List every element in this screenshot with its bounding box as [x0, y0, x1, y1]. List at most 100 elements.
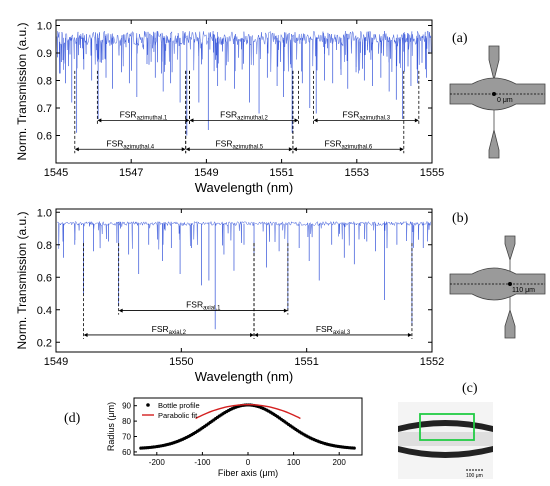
chart-d: -200 -100 0 100 200 60 70 80 90 Fiber axis (μm) Ra… [106, 397, 363, 478]
fsr-arrowhead [254, 332, 259, 337]
y-tick-label: 1.0 [37, 21, 52, 33]
y-tick-label: 1.0 [37, 207, 52, 219]
x-tick-label: 0 [246, 458, 251, 467]
fsr-arrowhead [185, 147, 190, 152]
x-axis-label: Wavelength (nm) [195, 180, 294, 195]
position-label-b: 110 μm [512, 287, 535, 294]
fsr-arrowhead [283, 308, 288, 313]
fsr-label-main: FSR [120, 109, 137, 119]
x-tick-label: 100 [287, 458, 301, 467]
schematic-a: 0 μm [449, 45, 546, 159]
profile-point [352, 446, 356, 450]
spectrum-trace [56, 30, 432, 74]
fsr-label: FSRazimuthal,5 [215, 138, 263, 150]
x-tick-label: 1552 [420, 356, 444, 368]
fsr-arrowhead [118, 308, 123, 313]
fsr-label-sub: axial,1 [203, 306, 221, 312]
x-tick-label: 200 [333, 458, 347, 467]
x-tick-label: 1549 [44, 356, 68, 368]
x-tick-label: -100 [194, 458, 211, 467]
y-tick-label: 0.8 [37, 76, 52, 88]
y-tick-label: 90 [122, 402, 131, 411]
fsr-arrowhead [74, 147, 79, 152]
legend-label: Parabolic fit [158, 411, 198, 420]
panel-label-a: (a) [452, 31, 468, 46]
fsr-label-main: FSR [215, 138, 232, 148]
x-tick-label: 1553 [345, 167, 369, 179]
x-tick-label: 1549 [194, 167, 218, 179]
fsr-label-main: FSR [342, 109, 359, 119]
plot-frame [55, 19, 433, 164]
panel-label-b: (b) [452, 211, 469, 226]
fsr-arrowhead [185, 118, 190, 123]
fiber-lower-edge [398, 446, 493, 458]
fsr-label: FSRazimuthal,1 [120, 109, 168, 121]
legend-marker-dots [146, 403, 150, 407]
fsr-label-main: FSR [316, 324, 333, 334]
x-tick-label: 1555 [420, 167, 444, 179]
fsr-label: FSRazimuthal,6 [324, 138, 372, 150]
fiber-upper-edge [398, 420, 493, 432]
spectrum-trace [56, 220, 432, 250]
x-tick-label: 1547 [119, 167, 143, 179]
fsr-label-main: FSR [186, 300, 203, 310]
fsr-label-sub: axial,2 [169, 330, 187, 336]
y-tick-label: 0.9 [37, 48, 52, 60]
fsr-arrowhead [294, 118, 299, 123]
y-tick-label: 0.6 [37, 272, 52, 284]
y-axis-label: Norm. Transmission (a.u.) [15, 22, 29, 160]
fsr-label: FSRaxial,3 [316, 324, 351, 336]
fsr-arrowhead [313, 118, 318, 123]
x-tick-label: 1545 [44, 167, 68, 179]
y-tick-label: 0.8 [37, 240, 52, 252]
y-tick-label: 60 [122, 448, 131, 457]
parabolic-fit-line [195, 403, 301, 420]
highlight-box [419, 413, 475, 441]
panel-label-c: (c) [462, 381, 478, 396]
fsr-label-sub: azimuthal,6 [341, 144, 372, 150]
x-tick-label: -200 [149, 458, 166, 467]
position-marker [508, 282, 512, 286]
fsr-arrowhead [407, 332, 412, 337]
legend-label: Bottle profile [158, 401, 200, 410]
position-label-a: 0 μm [497, 97, 513, 104]
fsr-arrowhead [189, 118, 194, 123]
position-marker [492, 92, 496, 96]
fsr-label: FSRazimuthal,2 [220, 109, 268, 121]
y-tick-label: 0.4 [37, 305, 52, 317]
x-axis-label: Fiber axis (μm) [218, 468, 278, 478]
fsr-label: FSRaxial,1 [186, 300, 221, 312]
fsr-label: FSRazimuthal,4 [106, 138, 154, 150]
fsr-label-sub: azimuthal,5 [232, 144, 263, 150]
fsr-label-main: FSR [106, 138, 123, 148]
fsr-label-sub: axial,3 [333, 330, 351, 336]
fsr-label-sub: azimuthal,2 [237, 115, 268, 121]
fsr-arrowhead [97, 118, 102, 123]
fsr-label-main: FSR [324, 138, 341, 148]
y-tick-label: 0.7 [37, 103, 52, 115]
fsr-arrowhead [83, 332, 88, 337]
fsr-label-main: FSR [152, 324, 169, 334]
y-axis-label: Norm. Transmission (a.u.) [15, 211, 29, 349]
chart-b: 1549 1550 1551 1552 0.2 0.4 0.6 0.8 1.0 Wavelengt… [15, 207, 444, 384]
x-tick-label: 1550 [169, 356, 193, 368]
y-tick-label: 80 [122, 417, 131, 426]
x-tick-label: 1551 [294, 356, 318, 368]
fsr-arrowhead [292, 147, 297, 152]
fsr-label-main: FSR [220, 109, 237, 119]
schematic-b: 110 μm [449, 235, 546, 339]
fiber-core [398, 432, 493, 446]
plot-frame [55, 208, 433, 353]
y-tick-label: 0.2 [37, 337, 52, 349]
fsr-label-sub: azimuthal,1 [137, 115, 168, 121]
fsr-label-sub: azimuthal,4 [123, 144, 154, 150]
fsr-arrowhead [399, 147, 404, 152]
x-axis-label: Wavelength (nm) [195, 369, 294, 384]
fsr-label: FSRazimuthal,3 [342, 109, 390, 121]
y-tick-label: 70 [122, 433, 131, 442]
fsr-arrowhead [414, 118, 419, 123]
panel-label-d: (d) [64, 411, 81, 426]
x-tick-label: 1551 [269, 167, 293, 179]
fsr-arrowhead [181, 147, 186, 152]
